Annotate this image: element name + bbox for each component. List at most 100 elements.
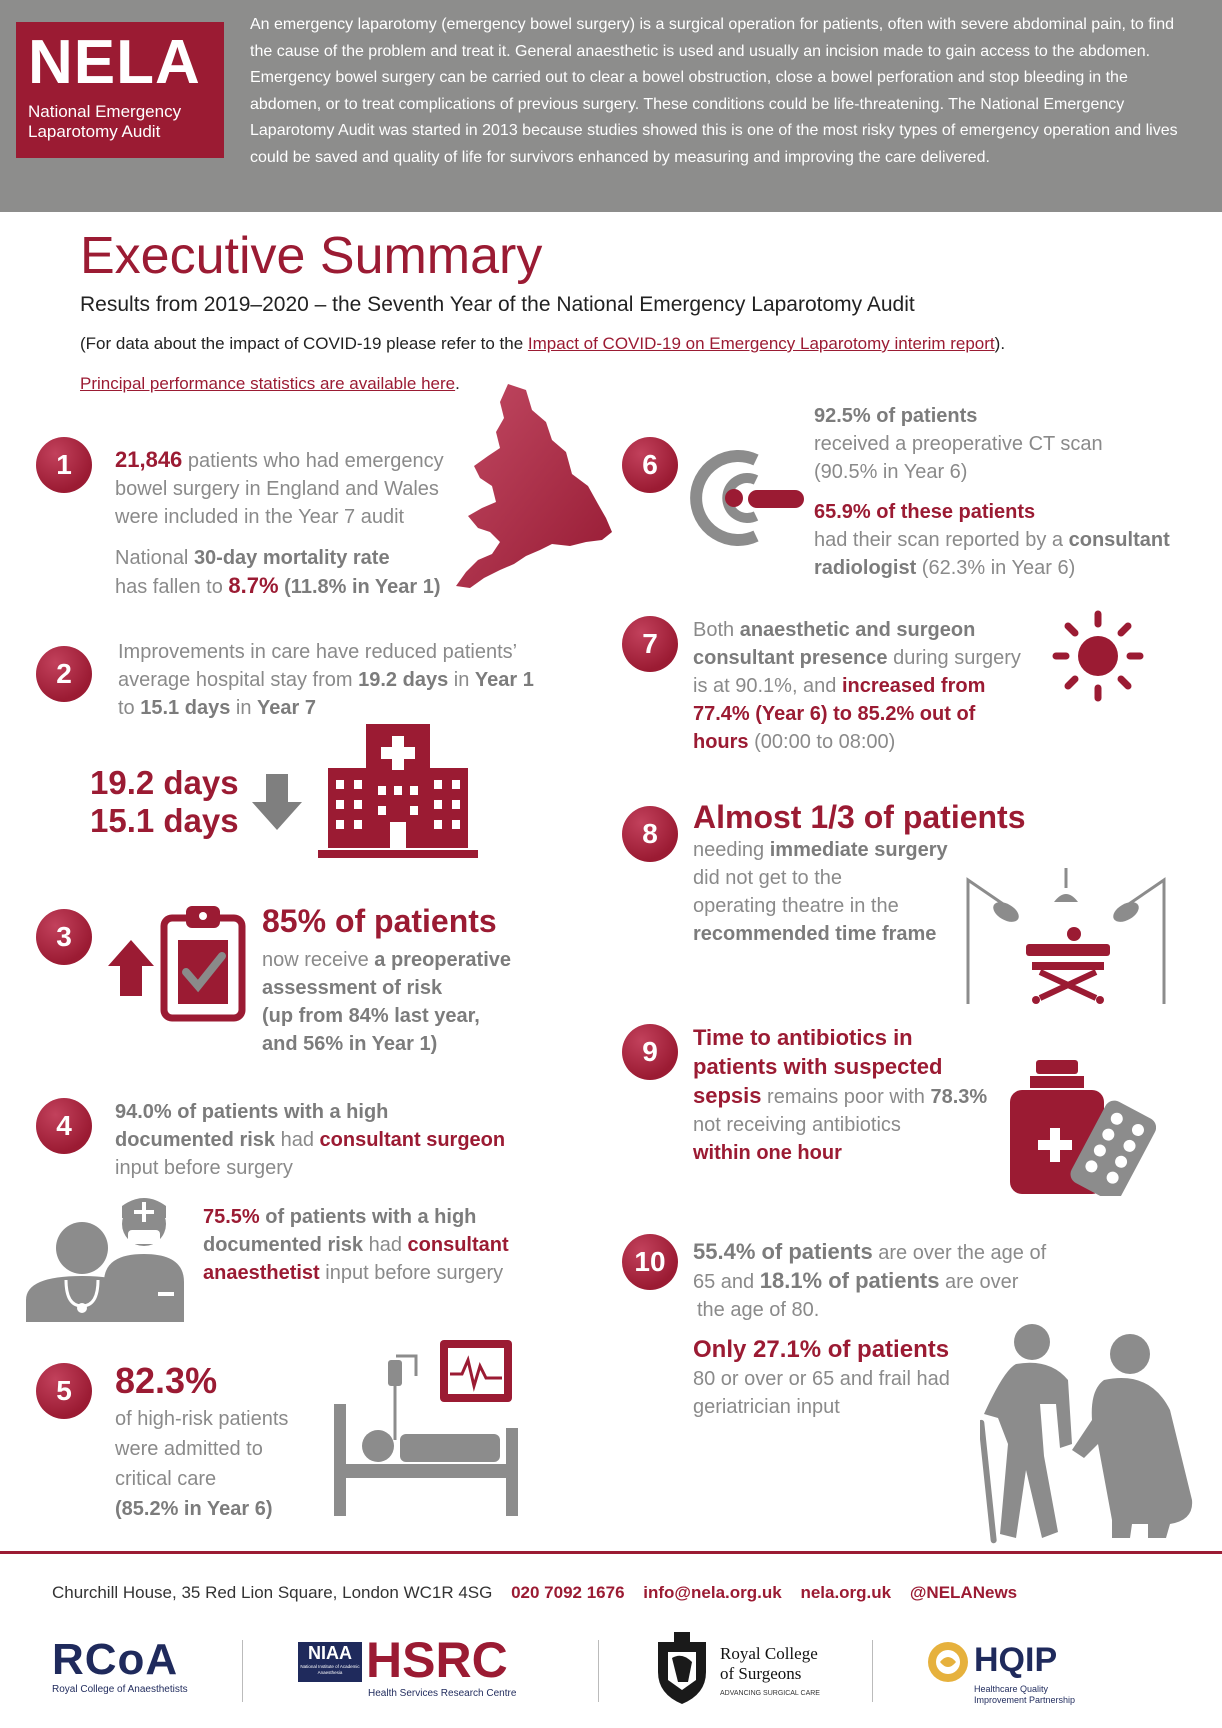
item-4-b-l1-rest: of patients with a high: [259, 1206, 477, 1228]
item-3-l3: (up from 84% last year,: [262, 1005, 480, 1027]
immediate-surgery-headline: Almost 1/3 of patients: [693, 799, 1026, 835]
critical-care-value: 82.3%: [115, 1360, 218, 1401]
item-9-l3-red: sepsis: [693, 1083, 762, 1108]
item-6-b-l2-pre: had their scan reported by a: [814, 529, 1069, 551]
mortality-value: 8.7%: [228, 573, 279, 598]
item-10-l1-rest: are over the age of: [872, 1242, 1047, 1264]
stay-year1: 19.2 days: [358, 669, 449, 691]
item-7-l2-bold: consultant presence: [693, 647, 888, 669]
item-2-line2-pre: average hospital stay from: [118, 669, 359, 691]
item-7-l4-red: 77.4% (Year 6) to 85.2% out of: [693, 703, 976, 725]
item-4-a-l3: input before surgery: [115, 1157, 293, 1179]
item-number-5: 5: [36, 1363, 92, 1419]
principal-stats-link[interactable]: Principal performance statistics are ava…: [80, 374, 456, 393]
item-9-l2-red: patients with suspected: [693, 1054, 943, 1079]
mortality-year1: (11.8% in Year 1): [278, 576, 441, 598]
nela-logo: NELA National Emergency Laparotomy Audit: [16, 22, 224, 158]
rcs-subtitle: ADVANCING SURGICAL CARE: [720, 1690, 820, 1697]
stay-big-year1: 19.2 days: [90, 764, 239, 801]
logo-wordmark: NELA: [28, 28, 201, 97]
item-3-l4: and 56% in Year 1): [262, 1033, 438, 1055]
item-9-l5-red: within one hour: [693, 1142, 842, 1164]
over-65-value: 55.4% of patients: [693, 1239, 873, 1264]
item-number-7: 7: [622, 616, 678, 672]
item-1-a-line3: were included in the Year 7 audit: [115, 506, 405, 528]
patient-count: 21,846: [115, 447, 183, 472]
footer-address: Churchill House, 35 Red Lion Square, Lon…: [52, 1583, 493, 1602]
item-4-a-l1-rest: of patients with a high: [171, 1101, 389, 1123]
item-9-l4: not receiving antibiotics: [693, 1114, 901, 1136]
item-9-l1-red: Time to antibiotics in: [693, 1025, 913, 1050]
item-5-text: of high-risk patients were admitted to c…: [115, 1404, 355, 1524]
item-5-l4: (85.2% in Year 6): [115, 1498, 273, 1520]
item-10-text-a: 55.4% of patients are over the age of 65…: [693, 1238, 1093, 1324]
page-subtitle: Results from 2019–2020 – the Seventh Yea…: [80, 293, 915, 316]
item-8-l3: operating theatre in the: [693, 895, 899, 917]
niaa-wordmark: NIAA: [308, 1643, 352, 1663]
antibiotics-value: 78.3%: [930, 1086, 988, 1108]
item-6-b-l2-bold: consultant: [1068, 529, 1170, 551]
item-2-line3-pre: to: [118, 697, 141, 719]
footer-website[interactable]: nela.org.uk: [800, 1583, 892, 1602]
footer-email[interactable]: info@nela.org.uk: [643, 1583, 782, 1602]
item-6-b-l3-bold: radiologist: [814, 557, 917, 579]
item-number-9: 9: [622, 1024, 678, 1080]
item-4-b-l2-mid: had: [363, 1234, 408, 1256]
stay-big-year7: 15.1 days: [90, 802, 239, 839]
logo-line-1: National Emergency: [28, 102, 182, 121]
principal-note: Principal performance statistics are ava…: [80, 374, 460, 394]
item-3-l1-pre: now receive: [262, 949, 375, 971]
hqip-sub-2: Improvement Partnership: [974, 1695, 1076, 1705]
item-7-l1-bold: anaesthetic and surgeon: [739, 619, 976, 641]
intro-paragraph: An emergency laparotomy (emergency bowel…: [250, 16, 1178, 166]
doctors-icon: [26, 1198, 184, 1322]
item-8-l4-bold: recommended time frame: [693, 923, 937, 945]
down-arrow-icon: [252, 774, 302, 830]
rcs-crest-icon: [658, 1632, 706, 1704]
rcs-wordmark: Royal College of Surgeons: [720, 1644, 818, 1684]
item-3-text: now receive a preoperative assessment of…: [262, 946, 542, 1058]
up-arrow-icon: [108, 940, 154, 996]
item-number-3: 3: [36, 909, 92, 965]
stay-comparison: 19.2 days 15.1 days: [90, 764, 239, 840]
england-wales-map-icon: [456, 384, 612, 588]
item-1-b-line2: has fallen to: [115, 576, 229, 598]
hqip-sub-1: Healthcare Quality: [974, 1684, 1049, 1694]
elderly-couple-icon: [980, 1324, 1193, 1544]
footer-twitter[interactable]: @NELANews: [909, 1583, 1018, 1602]
footer-separator: [598, 1640, 599, 1702]
sun-moon-icon: [1052, 610, 1174, 726]
item-4-b-l3-red: anaesthetist: [203, 1262, 320, 1284]
item-10-l4: 80 or over or 65 and frail had: [693, 1368, 950, 1390]
item-7-l1-pre: Both: [693, 619, 740, 641]
item-4-b-l3-rest: input before surgery: [319, 1262, 504, 1284]
item-1-a-rest: patients who had emergency: [182, 450, 444, 472]
medicine-bottle-pills-icon: [1010, 1060, 1156, 1196]
covid-report-link[interactable]: Impact of COVID-19 on Emergency Laparoto…: [527, 334, 995, 353]
item-7-l3-pre: is at 90.1%, and: [693, 675, 842, 697]
item-7-l5-rest: (00:00 to 08:00): [748, 731, 896, 753]
hqip-mark-icon: [928, 1642, 968, 1682]
item-number-4: 4: [36, 1098, 92, 1154]
item-5-l2: were admitted to: [115, 1438, 263, 1460]
item-1-b-pre: National: [115, 547, 194, 569]
item-2-line1: Improvements in care have reduced patien…: [118, 641, 518, 663]
item-9-l3-rest: remains poor with: [761, 1086, 931, 1108]
item-6-a-l3: (90.5% in Year 6): [814, 461, 968, 483]
niaa-block: NIAA National Institute of Academic Anae…: [298, 1642, 362, 1682]
item-number-6: 6: [622, 437, 678, 493]
hospital-icon: [318, 724, 478, 858]
item-3-l1-bold: a preoperative: [374, 949, 512, 971]
item-10-l2-rest: are over: [939, 1271, 1019, 1293]
geriatrician-headline: Only 27.1% of patients: [693, 1336, 950, 1363]
mortality-label: 30-day mortality rate: [193, 547, 390, 569]
hsrc-subtitle: Health Services Research Centre: [368, 1688, 517, 1699]
item-5-l1: of high-risk patients: [115, 1408, 289, 1430]
item-4-text-a: 94.0% of patients with a high documented…: [115, 1098, 535, 1182]
footer-phone[interactable]: 020 7092 1676: [511, 1583, 625, 1602]
footer-contact: Churchill House, 35 Red Lion Square, Lon…: [52, 1583, 1031, 1603]
hospital-bed-monitor-icon: [334, 1340, 518, 1516]
operating-theatre-icon: [966, 868, 1166, 1004]
item-10-l5: geriatrician input: [693, 1396, 840, 1418]
item-4-a-l2-red: consultant surgeon: [319, 1129, 506, 1151]
